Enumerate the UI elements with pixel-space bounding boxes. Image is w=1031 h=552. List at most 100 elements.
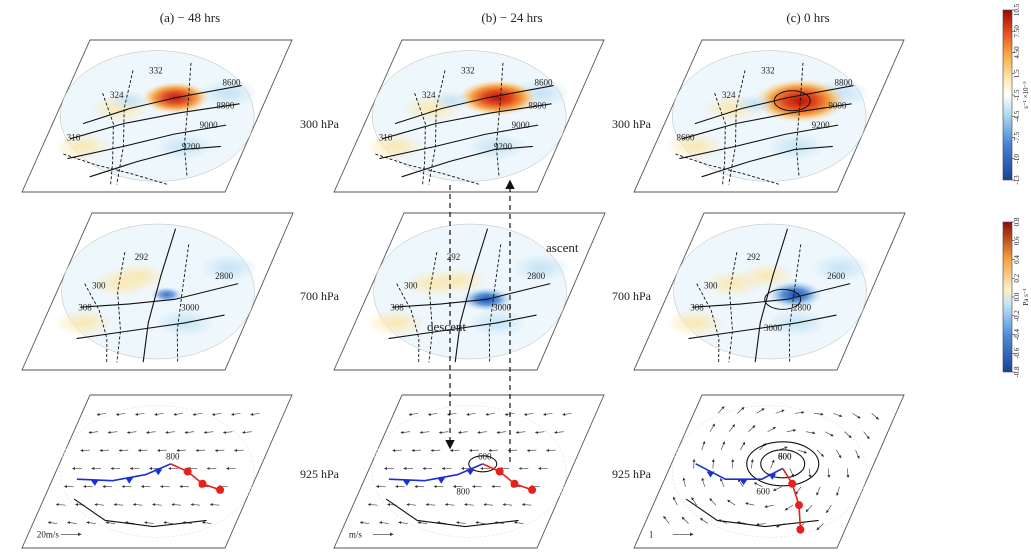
contour-label: 300 [92, 280, 106, 290]
height-contour [694, 85, 854, 125]
warm-front-bulb [510, 479, 519, 488]
descent-region [738, 262, 795, 289]
height-contour [381, 103, 552, 140]
colorbar-tick-label: 1.5 [1013, 69, 1021, 78]
wind-vector [717, 406, 725, 414]
wind-vector [767, 427, 776, 432]
warm-front [482, 463, 533, 491]
wind-vector [521, 503, 532, 507]
wind-vector [144, 521, 154, 525]
contour-label: 2800 [527, 271, 546, 281]
wind-vector [411, 448, 422, 452]
vorticity-maximum [457, 79, 538, 116]
colorbar-tick-label: 0.8 [1013, 217, 1021, 226]
map-disk [371, 405, 567, 538]
wind-vector [772, 486, 782, 491]
wind-vector [515, 430, 526, 434]
wind-vector [107, 430, 118, 434]
wind-vector [427, 412, 438, 416]
level-label-700-a: 700 hPa [300, 289, 340, 303]
closed-isobar [760, 449, 806, 479]
height-contour [754, 228, 789, 363]
contour-label: 8600 [222, 78, 241, 88]
wind-vector [871, 413, 879, 420]
wind-vector [466, 412, 476, 416]
wind-vector [242, 430, 252, 434]
height-contour [67, 124, 227, 160]
contour-label: 2800 [793, 302, 812, 312]
colorbar-tick-label: 7.50 [1013, 25, 1021, 38]
vorticity-minimum [431, 90, 472, 111]
wind-vector [165, 430, 175, 434]
cold-front-triangle [154, 469, 163, 476]
warm-front [170, 463, 221, 491]
wind-vector [546, 448, 556, 452]
contour-label: 332 [149, 65, 163, 75]
wind-vector [682, 477, 686, 487]
wind-vector [444, 503, 455, 507]
contour-label: 2600 [827, 271, 846, 281]
wind-vector [663, 515, 670, 524]
contour-label: 3000 [764, 323, 783, 333]
panel-frame [633, 394, 905, 549]
theta-contour [176, 244, 190, 363]
wind-vector [852, 413, 861, 419]
wind-vector [430, 448, 441, 452]
wind-vector [152, 503, 162, 507]
height-contour [69, 103, 240, 140]
theta-contour [488, 244, 502, 363]
wind-vector [201, 521, 212, 525]
panel-925hpa-col0: 20m/s 800 [21, 394, 293, 549]
wind-vector [826, 504, 832, 514]
cold-front-triangle [125, 477, 134, 484]
wind-vector [709, 498, 717, 506]
contour-label: 800 [778, 451, 792, 461]
wind-scale-label: 1 [649, 529, 654, 539]
wind-vector [816, 449, 824, 457]
colorbar-omega: -0.8 -0.6 -0.4 -0.2 0.0 0.2 0.4 0.6 0.8 Pa s⁻¹ [1002, 217, 1030, 378]
wind-vector [502, 503, 513, 507]
wind-scale-label: m/s [349, 529, 363, 539]
theta-contour [428, 70, 446, 185]
closed-low-contour [764, 288, 802, 310]
wind-vector [756, 408, 765, 414]
wind-vector [825, 431, 834, 437]
contour-label: 324 [422, 90, 436, 100]
wind-vector [195, 448, 206, 452]
wind-vector [764, 504, 774, 508]
colorbar-tick-label: -10 [1013, 154, 1021, 164]
theta-contour [375, 153, 480, 185]
theta-contour [696, 283, 720, 363]
wind-vector [526, 448, 537, 452]
wind-vector [203, 430, 214, 434]
contour-label: 324 [110, 90, 124, 100]
colorbar-omega-units: Pa s⁻¹ [1022, 288, 1030, 305]
theta-contour [495, 62, 504, 177]
contour-label: 8800 [216, 100, 235, 110]
wind-vector [534, 430, 545, 434]
wind-vector [234, 448, 244, 452]
wind-vector [816, 523, 824, 531]
colorbar-tick-label: 0.0 [1013, 292, 1021, 301]
wind-vector [124, 521, 135, 525]
descent-region [110, 262, 167, 289]
wind-vector [176, 448, 186, 452]
wind-vector [449, 448, 460, 452]
closed-isobar [468, 455, 498, 473]
field-patch [198, 253, 259, 282]
wind-vector [419, 430, 430, 434]
panel-700hpa-col2: 292 300 308 2600 2800 3000 [633, 212, 906, 371]
wind-vector [115, 412, 126, 416]
colorbar-tick-label: -0.6 [1013, 347, 1021, 359]
wind-vector [863, 431, 870, 440]
wind-vector [192, 412, 203, 416]
descent-label: descent [427, 319, 466, 334]
wind-vector [425, 503, 436, 507]
wind-vector [672, 496, 678, 506]
wind-vector [720, 477, 725, 487]
warm-front-bulb [495, 467, 504, 476]
panel-700hpa-col1: 292 300 308 2800 3000 [333, 212, 606, 371]
wind-vector [701, 440, 706, 451]
field-patch [364, 132, 425, 161]
theta-contour [84, 283, 108, 363]
